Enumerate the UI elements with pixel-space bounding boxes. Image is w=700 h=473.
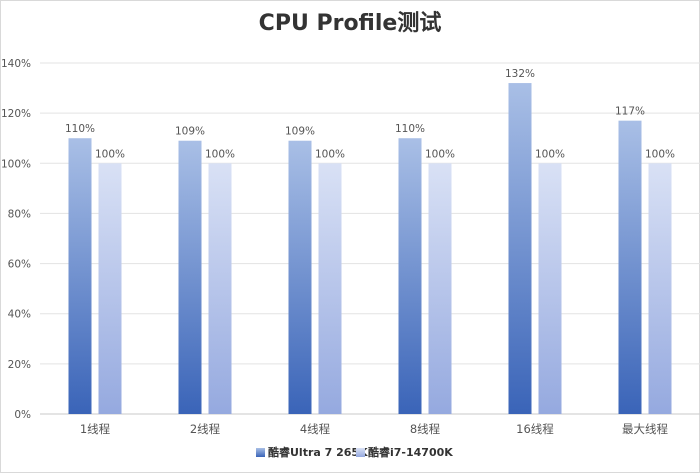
bar-i7-14700k: [538, 163, 562, 414]
bar-i7-14700k: [648, 163, 672, 414]
legend-swatch: [356, 448, 365, 457]
data-label: 100%: [205, 148, 235, 160]
x-tick-label: 最大线程: [622, 422, 668, 436]
bar-i7-14700k: [318, 163, 342, 414]
y-axis-tick-labels: 0% 20% 40% 60% 80% 100% 120% 140%: [1, 58, 31, 421]
y-tick-label: 120%: [1, 108, 31, 120]
x-tick-label: 4线程: [300, 422, 331, 436]
x-tick-label: 16线程: [516, 422, 554, 436]
x-tick-label: 1线程: [80, 422, 111, 436]
data-label: 132%: [505, 68, 535, 80]
bar-ultra7-265k: [508, 83, 532, 415]
data-label: 100%: [315, 148, 345, 160]
bar-i7-14700k: [98, 163, 122, 414]
x-tick-label: 8线程: [410, 422, 441, 436]
x-tick-label: 2线程: [190, 422, 221, 436]
y-tick-label: 140%: [1, 58, 31, 70]
bar-ultra7-265k: [398, 138, 422, 414]
data-label: 100%: [425, 148, 455, 160]
y-tick-label: 40%: [8, 309, 31, 321]
data-label: 100%: [95, 148, 125, 160]
bar-i7-14700k: [428, 163, 452, 414]
gridlines: [40, 62, 700, 415]
y-tick-label: 0%: [14, 409, 31, 421]
bar-i7-14700k: [208, 163, 232, 414]
data-label: 117%: [615, 106, 645, 118]
y-tick-label: 20%: [8, 359, 31, 371]
bars: [68, 83, 672, 415]
data-label: 100%: [645, 148, 675, 160]
bar-ultra7-265k: [178, 140, 202, 414]
data-labels: 110%100%109%100%109%100%110%100%132%100%…: [65, 68, 675, 160]
data-label: 110%: [65, 123, 95, 135]
legend-label: 酷睿Ultra 7 265K: [268, 445, 368, 459]
x-axis-tick-labels: 1线程 2线程 4线程 8线程 16线程 最大线程: [80, 422, 669, 436]
data-label: 100%: [535, 148, 565, 160]
legend: 酷睿Ultra 7 265K 酷睿i7-14700K: [256, 445, 453, 459]
bar-ultra7-265k: [68, 138, 92, 414]
chart-title: CPU Profile测试: [259, 11, 442, 36]
data-label: 109%: [285, 126, 315, 138]
y-tick-label: 60%: [8, 259, 31, 271]
data-label: 109%: [175, 126, 205, 138]
bar-ultra7-265k: [618, 120, 642, 415]
data-label: 110%: [395, 123, 425, 135]
y-tick-label: 100%: [1, 158, 31, 170]
legend-swatch: [256, 448, 265, 457]
legend-label: 酷睿i7-14700K: [368, 445, 453, 459]
bar-ultra7-265k: [288, 140, 312, 414]
y-tick-label: 80%: [8, 208, 31, 220]
